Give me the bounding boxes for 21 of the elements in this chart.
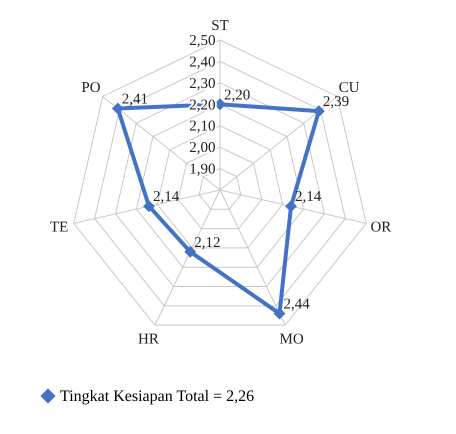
spoke-label: ST: [211, 18, 229, 34]
spoke-label: MO: [280, 332, 304, 348]
data-label: 2,14: [295, 189, 322, 206]
spoke-label: OR: [370, 220, 392, 236]
spoke-label: HR: [138, 332, 159, 348]
y-tick-label: 2,40: [189, 54, 216, 70]
legend-label: Tingkat Kesiapan Total = 2,26: [60, 388, 254, 405]
data-label: 2,14: [152, 189, 180, 206]
y-tick-label: 1,90: [189, 162, 216, 178]
spoke-label: TE: [50, 220, 68, 236]
y-tick-label: 2,30: [189, 76, 216, 92]
data-label: 2,20: [224, 87, 250, 104]
spoke-label: PO: [81, 80, 101, 96]
data-label: 2,41: [122, 92, 148, 108]
data-label: 2,39: [322, 94, 350, 110]
y-tick-label: 2,10: [189, 118, 216, 135]
y-tick-label: 2,00: [189, 140, 216, 156]
data-label: 2,12: [194, 234, 220, 251]
y-tick-label: 2,50: [189, 33, 216, 49]
data-label: 2,44: [284, 296, 310, 313]
spoke-label: CU: [338, 80, 360, 96]
